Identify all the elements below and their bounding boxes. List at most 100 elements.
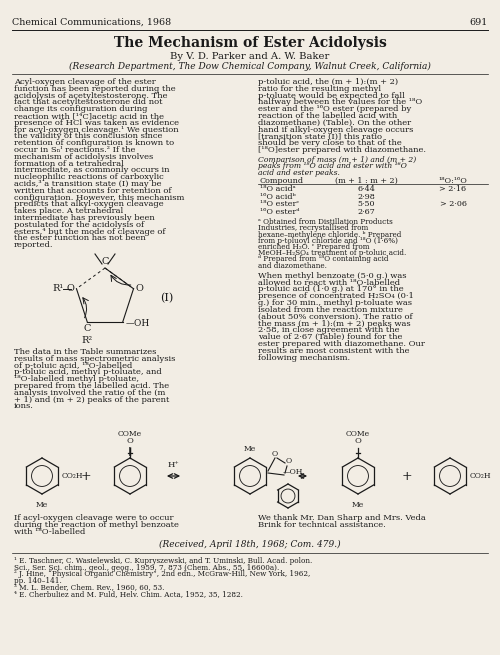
Text: acids,³ a transition state (I) may be: acids,³ a transition state (I) may be [14,180,162,188]
Text: Me: Me [244,445,256,453]
Text: p-toluic acid (1·0 g.) at 170° in the: p-toluic acid (1·0 g.) at 170° in the [258,286,404,293]
Text: ester prepared with diazomethane. Our: ester prepared with diazomethane. Our [258,340,425,348]
Text: with ¹⁸O-labelled: with ¹⁸O-labelled [14,527,86,536]
Text: results are most consistent with the: results are most consistent with the [258,346,410,355]
Text: [¹⁸O]ester prepared with diazomethane.: [¹⁸O]ester prepared with diazomethane. [258,146,426,154]
Text: prepared from the labelled acid. The: prepared from the labelled acid. The [14,382,169,390]
Text: formation of a tetrahedral: formation of a tetrahedral [14,160,124,168]
Text: Industries, recrystallised from: Industries, recrystallised from [258,225,368,233]
Text: H⁺: H⁺ [167,461,179,469]
Text: > 2·06: > 2·06 [440,200,466,208]
Text: ¹⁶O esterᵈ: ¹⁶O esterᵈ [260,208,300,215]
Text: 691: 691 [470,18,488,27]
Text: intermediate, as commonly occurs in: intermediate, as commonly occurs in [14,166,170,174]
Text: 5·50: 5·50 [357,200,375,208]
Text: 2·98: 2·98 [357,193,375,201]
Text: 6·44: 6·44 [357,185,375,193]
Text: Me: Me [36,501,48,509]
Text: ² J. Hine, “Physical Organic Chemistry”, 2nd edn., McGraw-Hill, New York, 1962,: ² J. Hine, “Physical Organic Chemistry”,… [14,571,310,578]
Text: CO₂H: CO₂H [470,472,492,480]
Text: +: + [80,470,92,483]
Text: esters,⁴ but the mode of cleavage of: esters,⁴ but the mode of cleavage of [14,227,166,236]
Text: ᵃ Obtained from Distillation Products: ᵃ Obtained from Distillation Products [258,218,393,226]
Text: function has been reported during the: function has been reported during the [14,84,175,93]
Text: the mass (m + 1):(m + 2) peaks was: the mass (m + 1):(m + 2) peaks was [258,320,410,328]
Text: O: O [354,437,362,445]
Text: (m + 1 : m + 2): (m + 1 : m + 2) [334,178,398,185]
Text: the ester function has not been: the ester function has not been [14,234,146,242]
Text: reported.: reported. [14,241,54,249]
Text: 2·67: 2·67 [357,208,375,215]
Text: g.) for 30 min., methyl p-toluate was: g.) for 30 min., methyl p-toluate was [258,299,412,307]
Text: acid and ester peaks.: acid and ester peaks. [258,169,340,177]
Text: Me: Me [352,501,364,509]
Text: +: + [402,470,412,483]
Text: C: C [84,324,91,333]
Text: The data in the Table summarizes: The data in the Table summarizes [14,348,156,356]
Text: postulated for the acidolysis of: postulated for the acidolysis of [14,221,144,229]
Text: 2·58, in close agreement with the: 2·58, in close agreement with the [258,326,400,334]
Text: COMe: COMe [118,430,142,438]
Text: results of mass spectrometric analysis: results of mass spectrometric analysis [14,355,175,363]
Text: —OH: —OH [126,319,150,328]
Text: of p-toluic acid, ¹⁸O-labelled: of p-toluic acid, ¹⁸O-labelled [14,362,132,369]
Text: occur in Sₙᴵ reactions.² If the: occur in Sₙᴵ reactions.² If the [14,146,136,154]
Text: p-toluate would be expected to fall: p-toluate would be expected to fall [258,92,405,100]
Text: analysis involved the ratio of the (m: analysis involved the ratio of the (m [14,389,166,397]
Text: reaction with [¹⁴C]acetic acid in the: reaction with [¹⁴C]acetic acid in the [14,112,164,120]
Text: By V. D. Parker and A. W. Baker: By V. D. Parker and A. W. Baker [170,52,330,61]
Text: When methyl benzoate (5·0 g.) was: When methyl benzoate (5·0 g.) was [258,272,406,280]
Text: —OH: —OH [283,468,304,476]
Text: value of 2·67 (Table) found for the: value of 2·67 (Table) found for the [258,333,402,341]
Text: from p-toluoyl chloride and ¹⁸O (1·6%): from p-toluoyl chloride and ¹⁸O (1·6%) [258,237,398,245]
Text: p-toluic acid, methyl p-toluate, and: p-toluic acid, methyl p-toluate, and [14,368,162,377]
Text: mechanism of acidolysis involves: mechanism of acidolysis involves [14,153,153,160]
Text: nucleophilic reactions of carboxylic: nucleophilic reactions of carboxylic [14,173,164,181]
Text: O: O [66,284,74,293]
Text: change its configuration during: change its configuration during [14,105,147,113]
Text: R²: R² [82,336,93,345]
Text: C: C [102,257,108,266]
Text: ¹⁶O acidᵇ: ¹⁶O acidᵇ [260,193,296,201]
Text: ⁴ E. Cherbuliez and M. Fuld, Helv. Chim. Acta, 1952, 35, 1282.: ⁴ E. Cherbuliez and M. Fuld, Helv. Chim.… [14,590,243,599]
Text: ¹ E. Taschner, C. Wasielewski, C. Kupryszewski, and T. Uminski, Bull. Acad. polo: ¹ E. Taschner, C. Wasielewski, C. Kuprys… [14,557,312,565]
Text: ratio for the resulting methyl: ratio for the resulting methyl [258,84,381,93]
Text: + 1) and (m + 2) peaks of the parent: + 1) and (m + 2) peaks of the parent [14,396,170,403]
Text: isolated from the reaction mixture: isolated from the reaction mixture [258,306,403,314]
Text: ions.: ions. [14,402,34,411]
Text: Compound: Compound [260,178,304,185]
Text: hexane–methylene chloride. ᵇ Prepared: hexane–methylene chloride. ᵇ Prepared [258,231,402,238]
Text: ester and the ¹⁶O ester (prepared by: ester and the ¹⁶O ester (prepared by [258,105,411,113]
Text: hand if alkyl-oxygen cleavage occurs: hand if alkyl-oxygen cleavage occurs [258,126,414,134]
Text: MeOH–H₂SO₄ treatment of p-toluic acid.: MeOH–H₂SO₄ treatment of p-toluic acid. [258,250,406,257]
Text: presence of HCl was taken as evidence: presence of HCl was taken as evidence [14,119,179,127]
Text: Brink for technical assistance.: Brink for technical assistance. [258,521,386,529]
Text: Sci., Ser. Sci. chim., geol., geog., 1959, 7, 873 (Chem. Abs., 55, 16600a).: Sci., Ser. Sci. chim., geol., geog., 195… [14,564,279,572]
Text: acidolysis of acetyltestosterone. The: acidolysis of acetyltestosterone. The [14,92,168,100]
Text: We thank Mr. Dan Sharp and Mrs. Veda: We thank Mr. Dan Sharp and Mrs. Veda [258,514,426,522]
Text: O: O [286,457,292,465]
Text: O: O [136,284,143,293]
Text: ¹⁸O acidᵃ: ¹⁸O acidᵃ [260,185,296,193]
Text: halfway between the values for the ¹⁸O: halfway between the values for the ¹⁸O [258,98,422,106]
Text: reaction of the labelled acid with: reaction of the labelled acid with [258,112,397,120]
Text: fact that acetyltestosterone did not: fact that acetyltestosterone did not [14,98,162,106]
Text: retention of configuration is known to: retention of configuration is known to [14,140,174,147]
Text: should be very close to that of the: should be very close to that of the [258,140,402,147]
Text: ¹⁸O:¹⁶O: ¹⁸O:¹⁶O [438,178,468,185]
Text: written that accounts for retention of: written that accounts for retention of [14,187,172,195]
Text: COMe: COMe [346,430,370,438]
Text: Comparison of mass (m + 1) and (m + 2): Comparison of mass (m + 1) and (m + 2) [258,156,416,164]
Text: for acyl-oxygen cleavage.¹ We question: for acyl-oxygen cleavage.¹ We question [14,126,178,134]
Text: p-toluic acid, the (m + 1):(m + 2): p-toluic acid, the (m + 1):(m + 2) [258,78,398,86]
Text: (Research Department, The Dow Chemical Company, Walnut Creek, California): (Research Department, The Dow Chemical C… [69,62,431,71]
Text: and diazomethane.: and diazomethane. [258,262,327,270]
Text: ‖: ‖ [128,447,132,456]
Text: following mechanism.: following mechanism. [258,354,350,362]
Text: The Mechanism of Ester Acidolysis: The Mechanism of Ester Acidolysis [114,36,386,50]
Text: configuration. However, this mechanism: configuration. However, this mechanism [14,194,184,202]
Text: ᵈ Prepared from ¹⁸O containing acid: ᵈ Prepared from ¹⁸O containing acid [258,255,388,263]
Text: O: O [126,437,134,445]
Text: enriched H₂O. ᶜ Prepared from: enriched H₂O. ᶜ Prepared from [258,243,370,251]
Text: R¹: R¹ [53,284,64,293]
